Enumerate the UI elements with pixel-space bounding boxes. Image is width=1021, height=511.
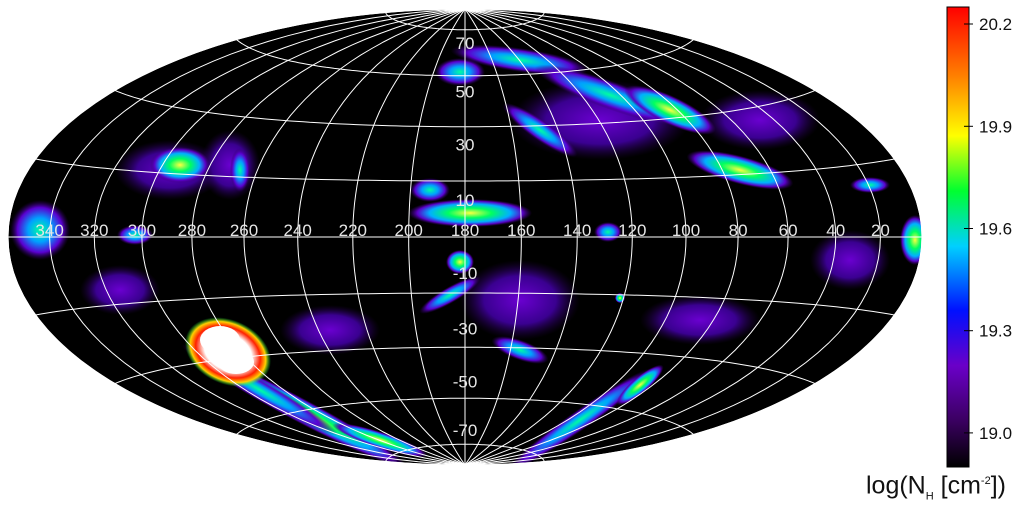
parallel-line [236,39,694,77]
emission-blob [150,147,210,183]
longitude-label: 40 [826,221,845,240]
latitude-label: -10 [453,264,478,283]
longitude-label: 200 [395,221,423,240]
longitude-label: 20 [871,221,890,240]
longitude-label: 300 [128,221,156,240]
longitude-label: 280 [178,221,206,240]
latitude-label: 10 [456,191,475,210]
emission-blob [502,102,578,158]
colorbar [946,6,970,468]
emission-layer [10,44,922,465]
latitude-label: 30 [456,136,475,155]
colorbar-tick-label: 20.2 [979,15,1012,34]
longitude-label: 160 [507,221,535,240]
all-sky-map: 340 320 300 280 260 240 220 200 180 160 140 120 100 8… [7,6,1012,468]
longitude-label: 180 [451,221,479,240]
emission-blob [10,200,70,260]
longitude-label: 140 [563,221,591,240]
emission-blob [230,148,250,192]
emission-blob [686,150,794,190]
longitude-label: 340 [35,221,63,240]
parallel-line [385,443,545,462]
emission-blob [460,260,580,340]
parallel-line [35,292,895,316]
latitude-label: 70 [456,34,475,53]
emission-blob [200,326,240,354]
longitude-labels: 340 320 300 280 260 240 220 200 180 160 140 120 100 8… [35,221,889,240]
longitude-label: 80 [729,221,748,240]
emission-blob [117,225,153,245]
longitude-label: 120 [618,221,646,240]
longitude-label: 220 [339,221,367,240]
parallel-line [114,89,816,128]
colorbar-tick-label: 19.3 [979,322,1012,341]
colorbar-title: log(NH [cm-2]) [866,471,1006,503]
emission-blob [640,295,760,345]
emission-blob [280,305,380,355]
emission-blob [624,85,716,135]
latitude-label: -50 [453,372,478,391]
colorbar-ticks: 20.2 19.9 19.6 19.3 19.0 [964,15,1012,443]
longitude-label: 320 [80,221,108,240]
emission-blob [446,250,474,274]
emission-blob [491,336,549,364]
emission-blob [850,177,890,193]
parallel-line [114,346,816,385]
emission-blob [408,199,532,227]
colorbar-tick-label: 19.9 [979,117,1012,136]
parallel-line [385,12,545,31]
longitude-label: 60 [779,221,798,240]
parallel-line [35,158,895,182]
longitude-label: 240 [284,221,312,240]
latitude-label: -70 [453,421,478,440]
emission-blob [900,215,922,265]
colorbar-tick-label: 19.0 [979,424,1012,443]
emission-blob [435,58,485,86]
emission-blob [218,350,254,374]
longitude-label: 100 [672,221,700,240]
emission-blob [700,90,820,150]
emission-blob [616,364,664,406]
sky-border [7,8,923,466]
latitude-label: 50 [456,83,475,102]
emission-blob [506,367,654,465]
latitude-labels: 70 50 30 10 -10 -30 -50 -70 [453,34,478,440]
longitude-label: 260 [230,221,258,240]
emission-blob [410,178,450,202]
colorbar-tick-label: 19.6 [979,220,1012,239]
parallel-line [236,397,694,435]
latitude-label: -30 [453,320,478,339]
